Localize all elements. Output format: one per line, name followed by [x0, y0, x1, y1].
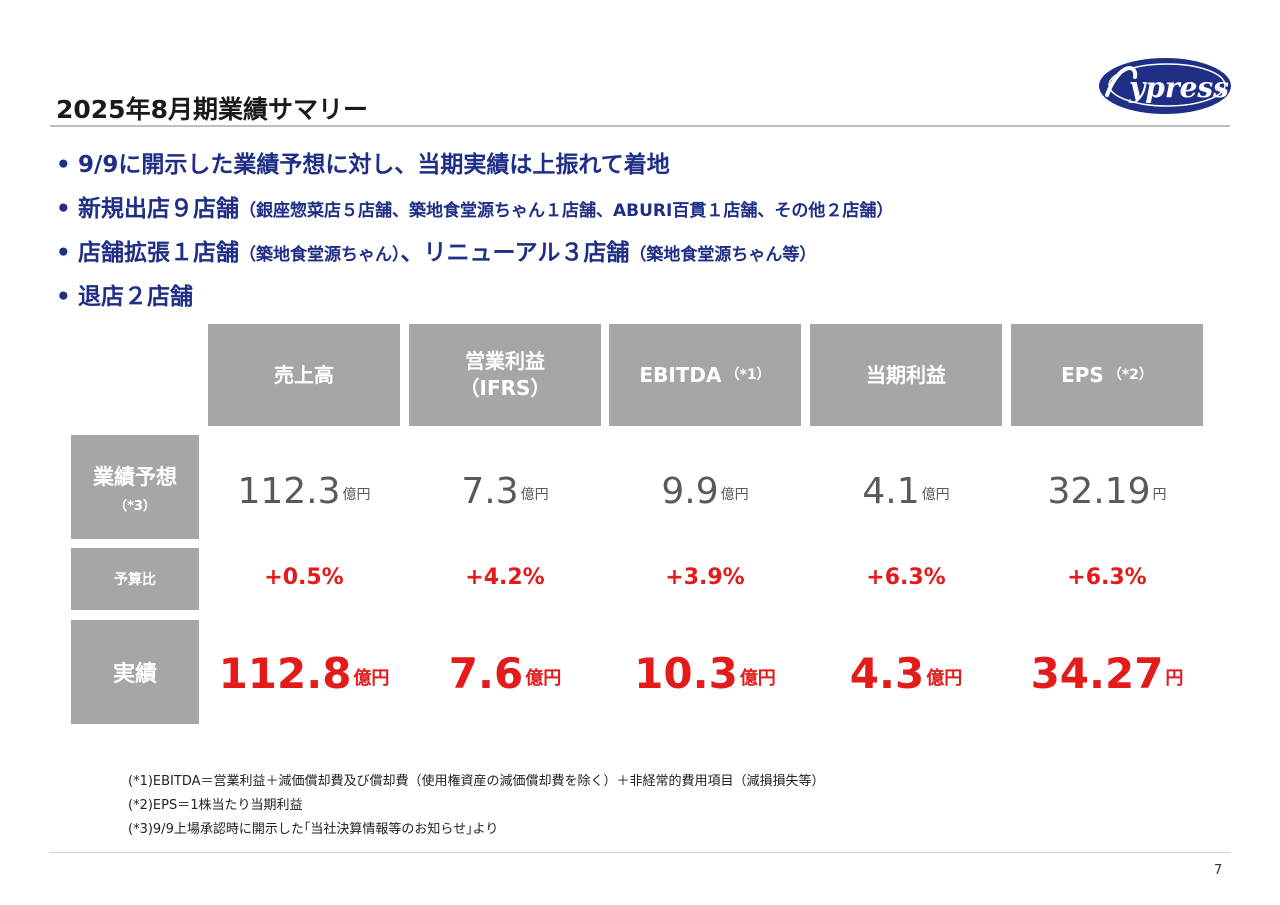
- footer-divider: [50, 852, 1230, 853]
- actual-cell: 10.3 億円: [634, 649, 776, 698]
- summary-bullets: • 9/9に開示した業績予想に対し、当期実績は上振れて着地 • 新規出店９店舗（銀座…: [56, 143, 893, 319]
- ratio-cell: +3.9%: [665, 565, 745, 590]
- actual-cell: 7.6 億円: [448, 649, 562, 698]
- ratio-cell: +6.3%: [866, 565, 946, 590]
- ratio-cell: +4.2%: [465, 565, 545, 590]
- row-label-forecast: 業績予想 （*3）: [71, 435, 199, 539]
- column-header-operating-profit: 営業利益 （IFRS）: [409, 324, 601, 426]
- bullet-item: • 退店２店舗: [56, 284, 193, 310]
- bullet-item: • 9/9に開示した業績予想に対し、当期実績は上振れて着地: [56, 152, 670, 178]
- forecast-cell: 32.19 円: [1047, 471, 1167, 512]
- page-number: 7: [1214, 863, 1223, 878]
- footnotes: (*1)EBITDA＝営業利益＋減価償却費及び償却費（使用権資産の減価償却費を除…: [128, 770, 825, 842]
- ratio-cell: +0.5%: [264, 565, 344, 590]
- bullet-item: • 新規出店９店舗（銀座惣菜店５店舗、築地食堂源ちゃん１店舗、ABURI百貫１店舗…: [56, 196, 894, 222]
- forecast-cell: 9.9 億円: [661, 471, 749, 512]
- column-header-net-income: 当期利益: [810, 324, 1002, 426]
- ratio-cell: +6.3%: [1067, 565, 1147, 590]
- row-label-ratio: 予算比: [71, 548, 199, 610]
- column-header-ebitda: EBITDA （*1）: [609, 324, 801, 426]
- actual-cell: 4.3 億円: [849, 649, 963, 698]
- footnote: (*2)EPS＝1株当たり当期利益: [128, 798, 303, 813]
- title-divider: [50, 125, 1230, 127]
- company-logo: ypress: [1099, 58, 1231, 114]
- logo-text: ypress: [1128, 71, 1229, 104]
- row-label-actual: 実績: [71, 620, 199, 724]
- forecast-cell: 7.3 億円: [461, 471, 549, 512]
- forecast-cell: 112.3 億円: [237, 471, 371, 512]
- actual-cell: 34.27 円: [1030, 649, 1184, 698]
- column-header-revenue: 売上高: [208, 324, 400, 426]
- footnote: (*1)EBITDA＝営業利益＋減価償却費及び償却費（使用権資産の減価償却費を除…: [128, 774, 825, 789]
- page-title: 2025年8月期業績サマリー: [56, 95, 368, 124]
- actual-cell: 112.8 億円: [218, 649, 390, 698]
- forecast-cell: 4.1 億円: [862, 471, 950, 512]
- footnote: (*3)9/9上場承認時に開示した｢当社決算情報等のお知らせ｣より: [128, 822, 499, 837]
- bullet-item: • 店舗拡張１店舗（築地食堂源ちゃん）、リニューアル３店舗（築地食堂源ちゃん等）: [56, 240, 817, 266]
- column-header-eps: EPS （*2）: [1011, 324, 1203, 426]
